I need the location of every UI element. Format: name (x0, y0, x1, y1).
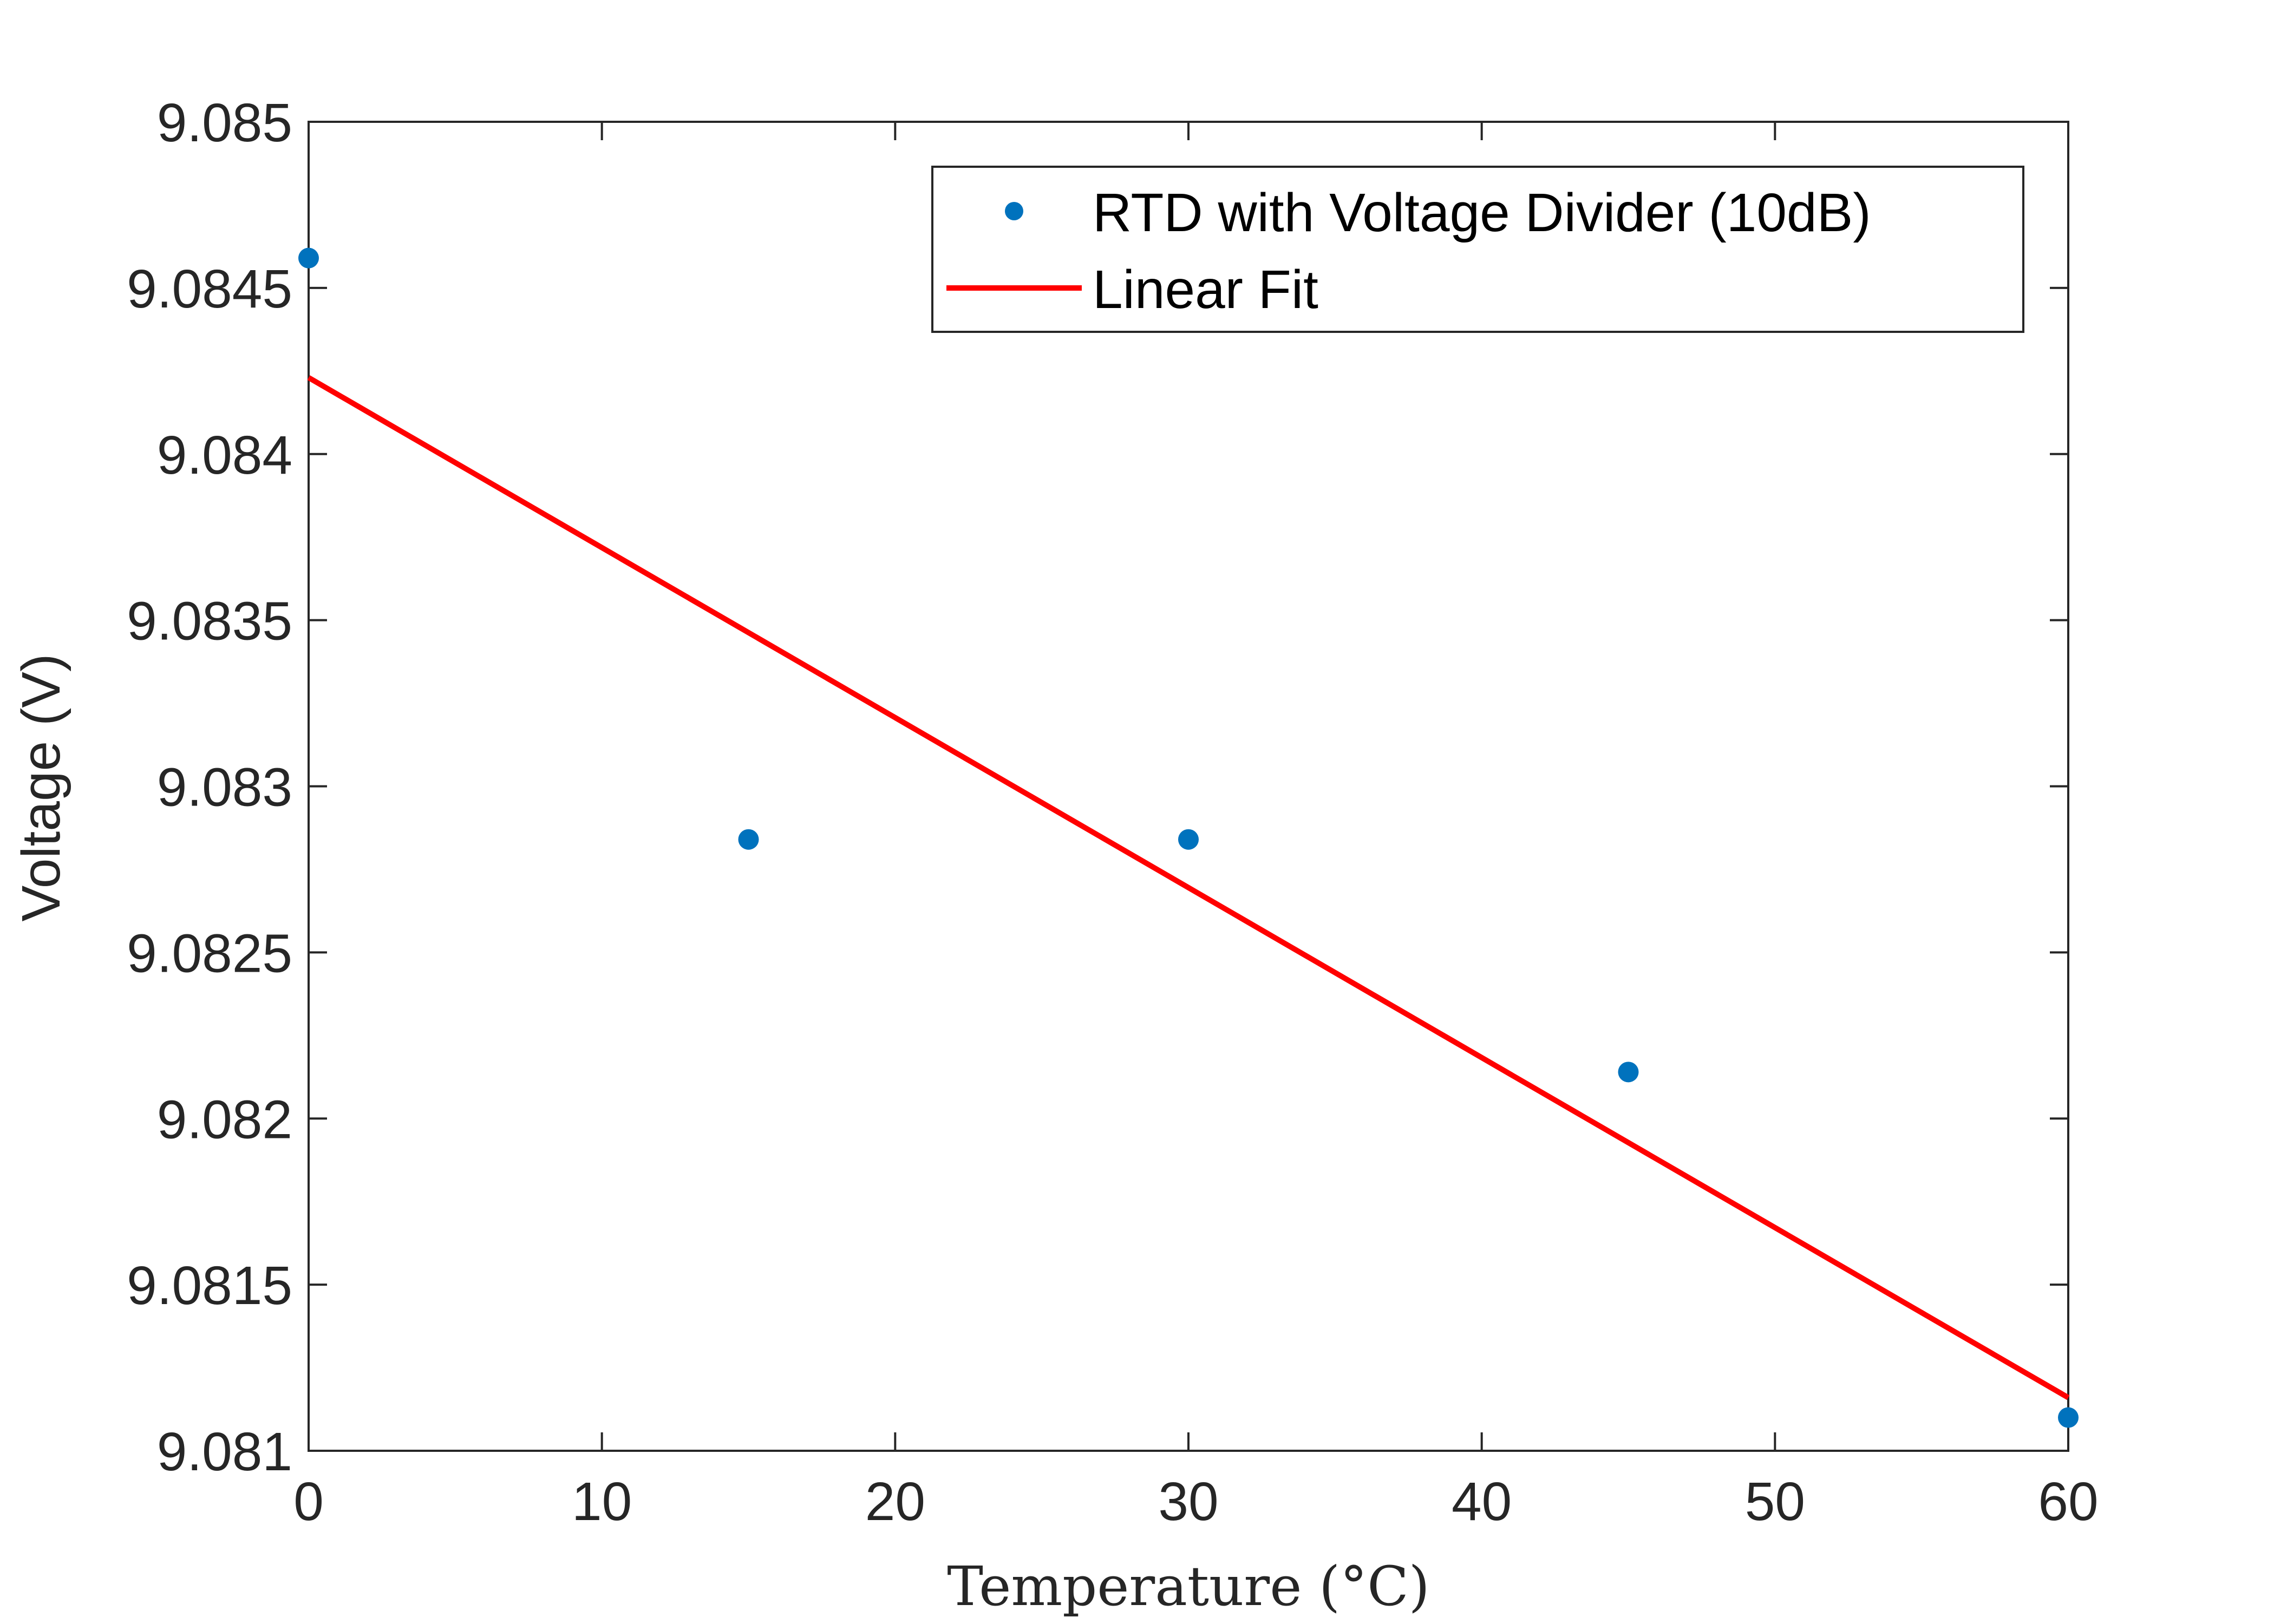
y-tick-label: 9.082 (157, 1089, 292, 1150)
linear-fit-series (307, 375, 2070, 1400)
y-axis-label: Voltage (V) (11, 654, 71, 922)
x-tick-label: 60 (2038, 1471, 2098, 1532)
x-tick-label: 50 (1745, 1471, 1805, 1532)
y-tick-label: 9.0815 (127, 1255, 292, 1316)
x-axis-label: Temperature (°C) (947, 1555, 1429, 1618)
linear-fit-line (307, 375, 2070, 1400)
legend-label-rtd: RTD with Voltage Divider (10dB) (1093, 182, 1871, 243)
x-tick-label: 20 (865, 1471, 925, 1532)
y-tick-label: 9.0835 (127, 591, 292, 652)
legend-box (931, 166, 2024, 333)
data-point (2058, 1407, 2079, 1428)
legend-label-fit: Linear Fit (1093, 259, 1318, 320)
x-axis-ticks: 0 10 20 30 40 50 60 (293, 122, 2099, 1532)
y-tick-label: 9.0825 (127, 923, 292, 984)
x-tick-label: 30 (1158, 1471, 1218, 1532)
y-tick-label: 9.085 (157, 93, 292, 153)
x-tick-label: 40 (1452, 1471, 1512, 1532)
legend: RTD with Voltage Divider (10dB) Linear F… (931, 166, 2024, 333)
y-tick-label: 9.081 (157, 1422, 292, 1482)
rtd-scatter-series (298, 247, 2079, 1428)
y-tick-label: 9.083 (157, 757, 292, 818)
y-axis-ticks: 9.081 9.0815 9.082 9.0825 9.083 9.0835 9.084 9.… (127, 93, 2068, 1482)
legend-marker-rtd (1005, 202, 1023, 220)
data-point (1618, 1062, 1639, 1083)
x-tick-label: 10 (572, 1471, 632, 1532)
y-tick-label: 9.0845 (127, 259, 292, 319)
data-point (738, 829, 759, 850)
y-tick-label: 9.084 (157, 425, 292, 486)
x-tick-label: 0 (293, 1471, 324, 1532)
data-point (298, 247, 319, 269)
data-point (1178, 829, 1199, 850)
